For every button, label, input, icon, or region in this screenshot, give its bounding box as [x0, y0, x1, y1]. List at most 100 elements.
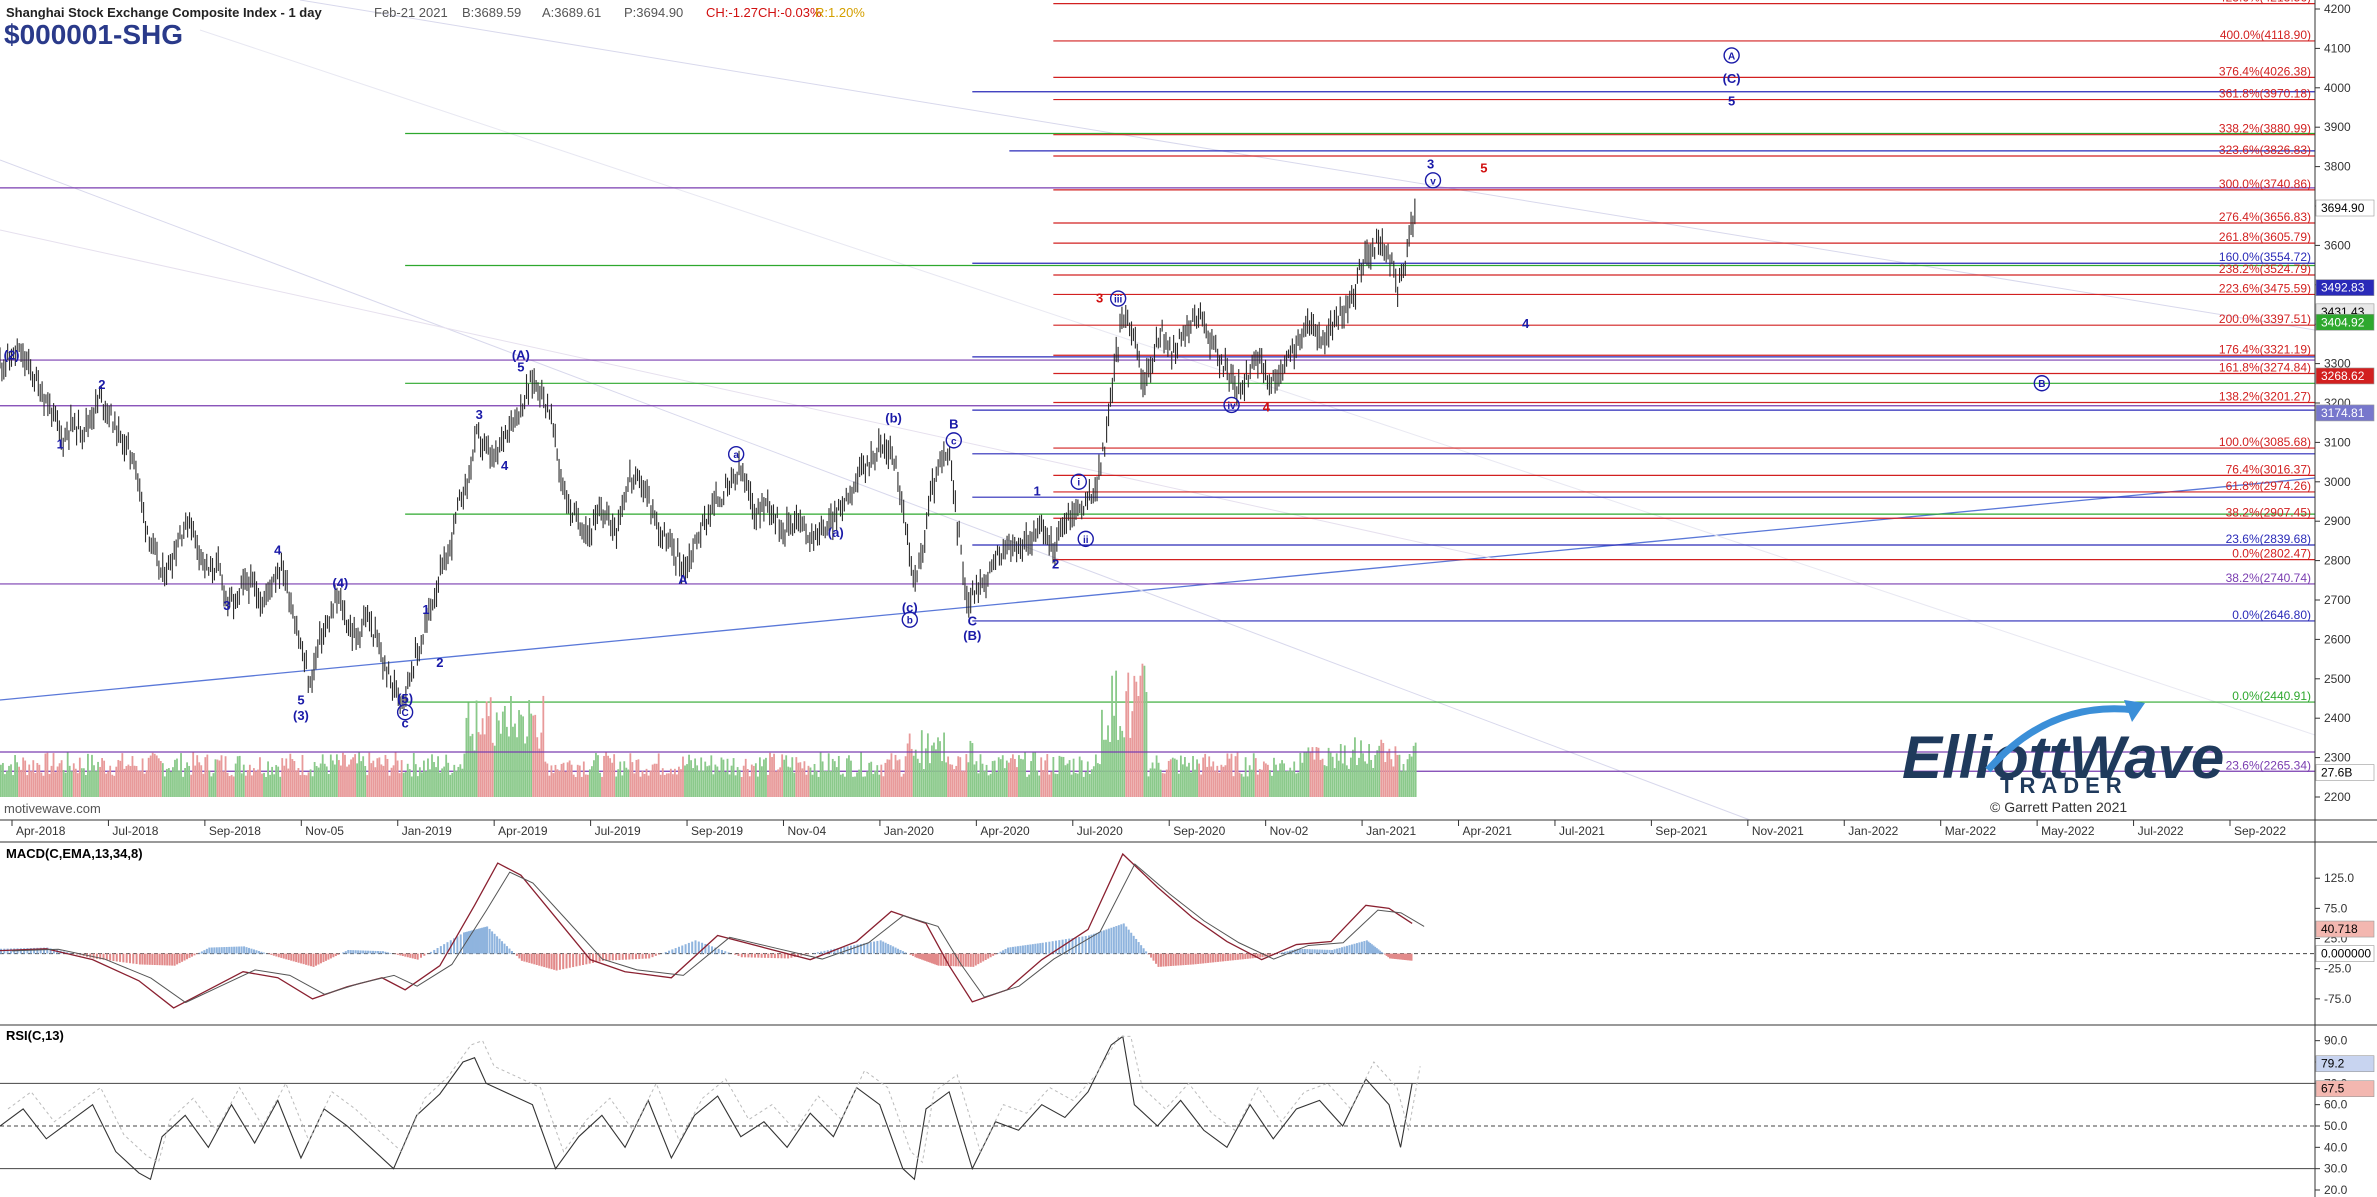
volume-bar: [123, 768, 126, 797]
volume-bar: [625, 767, 628, 797]
macd-hist-bar: [1369, 942, 1372, 954]
volume-bar: [60, 760, 63, 797]
x-tick-label: Mar-2022: [1945, 824, 1997, 838]
wave-label: 2: [436, 655, 443, 670]
volume-bar: [82, 768, 85, 797]
macd-hist-bar: [459, 934, 462, 954]
volume-bar: [1240, 773, 1243, 797]
volume-bar: [1034, 752, 1037, 797]
macd-hist-bar: [1392, 953, 1395, 959]
volume-bar: [437, 756, 439, 797]
volume-bar: [368, 752, 371, 797]
macd-hist-bar: [1279, 953, 1282, 954]
macd-hist-bar: [1224, 953, 1227, 962]
macd-hist-bar: [443, 944, 446, 954]
macd-hist-bar: [919, 953, 922, 960]
volume-bar: [1117, 739, 1120, 797]
volume-bar: [1258, 769, 1261, 797]
volume-bar: [56, 766, 59, 797]
volume-bar: [1200, 774, 1203, 797]
macd-hist-bar: [275, 953, 278, 957]
volume-bar: [113, 775, 116, 797]
macd-indicator: [0, 852, 2315, 1009]
volume-bar: [516, 737, 518, 797]
macd-hist-bar: [416, 953, 419, 960]
macd-hist-bar: [168, 953, 171, 966]
macd-hist-bar: [1379, 950, 1382, 954]
wave-label: 5: [297, 692, 304, 707]
volume-bar: [965, 754, 968, 797]
volume-bar: [74, 768, 77, 797]
volume-bar: [793, 772, 796, 797]
volume-bar: [1234, 756, 1237, 797]
macd-hist-bar: [1333, 949, 1336, 954]
wave-label: A: [1728, 51, 1735, 62]
macd-hist-bar: [595, 953, 598, 963]
macd-hist-bar: [572, 953, 575, 968]
y-tick-label: 3000: [2324, 475, 2351, 489]
volume-bar: [1109, 741, 1111, 797]
volume-bar: [605, 752, 607, 797]
macd-hist-bar: [921, 953, 924, 960]
volume-bar: [1408, 753, 1411, 797]
price-badge: [2315, 367, 2375, 385]
volume-bar: [477, 732, 480, 797]
macd-hist-bar: [472, 929, 475, 954]
volume-bar: [155, 755, 158, 797]
macd-hist-bar: [359, 950, 362, 954]
volume-bar: [520, 714, 522, 797]
macd-hist-bar: [979, 953, 982, 963]
volume-bar: [1181, 764, 1184, 797]
macd-hist-bar: [618, 953, 621, 960]
macd-hist-bar: [947, 953, 950, 967]
volume-bar: [202, 773, 205, 797]
volume-bar: [878, 774, 881, 797]
macd-hist-bar: [467, 931, 470, 954]
volume-bar: [1264, 763, 1267, 797]
volume-bar: [702, 770, 705, 797]
volume-bar: [999, 759, 1002, 797]
macd-hist-bar: [820, 951, 823, 954]
macd-hist-bar: [1014, 946, 1017, 954]
volume-bar: [271, 766, 274, 797]
macd-hist-bar: [949, 953, 952, 967]
macd-hist-bar: [1360, 941, 1363, 954]
macd-hist-bar: [790, 953, 793, 958]
volume-bar: [748, 776, 751, 797]
volume-bar: [1354, 737, 1356, 797]
volume-bar: [643, 773, 646, 797]
volume-bar: [752, 765, 755, 797]
macd-hist-bar: [1142, 948, 1145, 954]
macd-hist-bar: [681, 945, 684, 954]
volume-bar: [1070, 774, 1073, 797]
macd-hist-bar: [69, 953, 72, 954]
macd-hist-bar: [26, 948, 29, 954]
volume-bar: [1214, 770, 1217, 797]
macd-hist-bar: [1167, 953, 1170, 967]
volume-bar: [1016, 767, 1018, 797]
volume-bar: [212, 773, 215, 797]
volume-bar: [676, 774, 678, 797]
time-axis[interactable]: Apr-2018 Jul-2018 Sep-2018 Nov-05 Jan-2019 Ap…: [11, 820, 2286, 838]
symbol-label: $000001-SHG: [4, 19, 183, 50]
macd-hist-bar: [704, 943, 707, 954]
macd-hist-bar: [245, 947, 248, 954]
volume-bar: [544, 761, 547, 797]
volume-bar: [313, 761, 316, 797]
macd-hist-bar: [853, 945, 856, 954]
volume-bar: [682, 756, 684, 797]
volume-bar: [1364, 761, 1366, 797]
macd-hist-bar: [562, 953, 565, 970]
volume-bar: [1311, 747, 1314, 797]
macd-tick-label: -25.0: [2324, 962, 2352, 976]
macd-hist-bar: [508, 948, 511, 954]
volume-bar: [1224, 765, 1227, 797]
macd-hist-bar: [843, 946, 846, 954]
macd-hist-bar: [411, 953, 414, 959]
macd-hist-bar: [95, 953, 98, 959]
volume-bar: [906, 743, 909, 797]
wave-label-circle: [901, 611, 918, 628]
macd-hist-bar: [997, 953, 1000, 954]
